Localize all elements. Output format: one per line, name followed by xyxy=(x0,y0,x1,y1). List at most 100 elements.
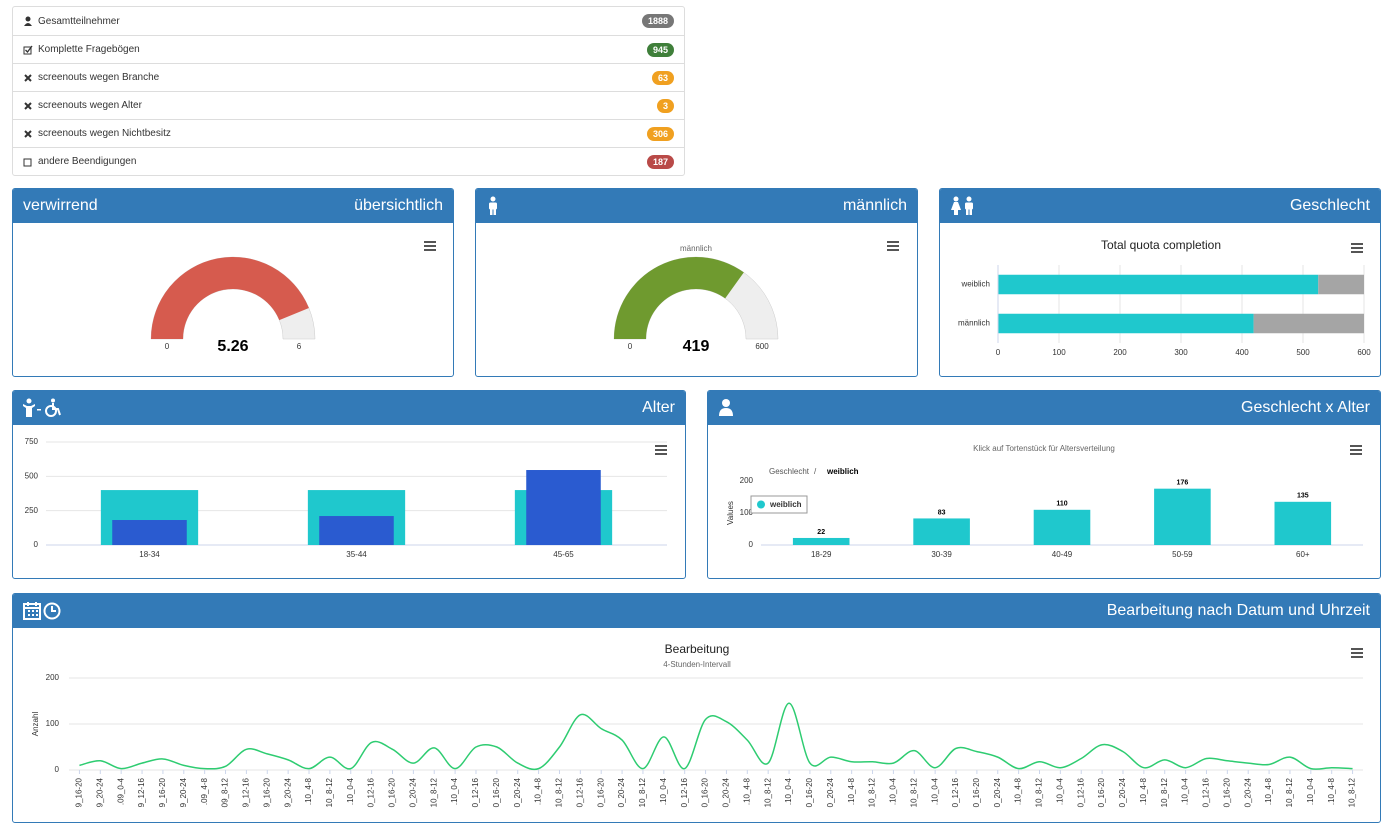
bar xyxy=(1274,501,1332,545)
menu-icon xyxy=(424,245,436,247)
bar xyxy=(913,518,970,545)
chart-title: Total quota completion xyxy=(1101,238,1221,252)
breadcrumb: Geschlecht xyxy=(769,467,810,476)
bar xyxy=(1033,509,1091,545)
x-tick-label: 10_8-12 xyxy=(868,777,877,807)
x-tick-label: .10_4-8 xyxy=(742,777,751,805)
stat-label: screenouts wegen Branche xyxy=(38,72,160,83)
menu-icon xyxy=(1350,453,1362,455)
menu-icon xyxy=(655,449,667,451)
menu-icon xyxy=(655,453,667,455)
x-tick-label: 0_16-20 xyxy=(596,777,605,807)
line xyxy=(79,702,1353,771)
x-tick-label: 200 xyxy=(1113,348,1127,357)
x-tick-label: 18-34 xyxy=(139,550,160,559)
x-tick-label: 9_12-16 xyxy=(242,777,251,807)
chart-subtitle: Klick auf Tortenstück für Altersverteilu… xyxy=(973,444,1115,453)
x-tick-label: .10_0-4 xyxy=(889,777,898,805)
gauge-title: männlich xyxy=(680,244,712,253)
data-label: 22 xyxy=(817,529,825,536)
header-icon xyxy=(719,399,733,416)
x-tick-label: 0_12-16 xyxy=(680,777,689,807)
menu-icon xyxy=(887,245,899,247)
menu-icon xyxy=(887,249,899,251)
menu-icon xyxy=(1351,656,1363,658)
gauge-tick-label: 0 xyxy=(628,342,633,351)
y-tick-label: 0 xyxy=(34,540,39,549)
x-tick-label: 0_12-16 xyxy=(951,777,960,807)
x-tick-label: .10_4-8 xyxy=(847,777,856,805)
y-tick-label: 750 xyxy=(25,437,39,446)
header-icon xyxy=(23,602,61,620)
x-tick-label: .10_0-4 xyxy=(659,777,668,805)
y-tick-label: 0 xyxy=(55,765,60,774)
x-tick-label: 10_8-12 xyxy=(1348,777,1357,807)
icon xyxy=(24,101,32,110)
bar xyxy=(526,470,601,545)
panel: Bearbeitung nach Datum und Uhrzeit Bearb… xyxy=(12,593,1381,823)
x-tick-label: 9_20-24 xyxy=(95,777,104,807)
x-tick-label: 18-29 xyxy=(811,550,832,559)
y-axis-label: Anzahl xyxy=(31,712,40,737)
data-label: 176 xyxy=(1177,480,1189,487)
header-title: männlich xyxy=(842,197,907,214)
x-tick-label: 0_20-24 xyxy=(1118,777,1127,807)
x-tick-label: .10_4-8 xyxy=(304,777,313,805)
data-label: 110 xyxy=(1056,501,1067,508)
panel-header: Alter xyxy=(13,391,685,425)
stat-badge: 63 xyxy=(651,70,674,85)
x-tick-label: .10_4-8 xyxy=(534,777,543,805)
x-tick-label: 0_12-16 xyxy=(1076,777,1085,807)
x-tick-label: 10_8-12 xyxy=(429,777,438,807)
x-tick-label: 0_16-20 xyxy=(492,777,501,807)
x-tick-label: .10_0-4 xyxy=(784,777,793,805)
bar xyxy=(1318,274,1364,295)
stat-row: screenouts wegen Alter 3 xyxy=(13,91,684,119)
x-tick-label: 600 xyxy=(1357,348,1371,357)
stat-row: screenouts wegen Nichtbesitz 306 xyxy=(13,119,684,147)
icon xyxy=(23,158,32,166)
x-tick-label: 9_12-16 xyxy=(137,777,146,807)
x-tick-label: 300 xyxy=(1174,348,1188,357)
x-tick-label: .10_0-4 xyxy=(1306,777,1315,805)
menu-icon xyxy=(655,445,667,447)
panel-header: Bearbeitung nach Datum und Uhrzeit xyxy=(13,594,1380,628)
x-tick-label: 0_12-16 xyxy=(471,777,480,807)
x-tick-label: 10_8-12 xyxy=(1285,777,1294,807)
gauge-value-label: 419 xyxy=(683,338,710,355)
y-tick-label: 250 xyxy=(25,506,39,515)
panel-header: männlich xyxy=(476,189,917,223)
x-tick-label: 09_8-12 xyxy=(221,777,230,807)
x-tick-label: 10_8-12 xyxy=(909,777,918,807)
chart: 419 0 600 männlich xyxy=(613,241,899,355)
x-tick-label: 0_16-20 xyxy=(972,777,981,807)
legend-box xyxy=(750,495,808,514)
stat-label: andere Beendigungen xyxy=(38,156,137,167)
menu-icon xyxy=(1351,648,1363,650)
x-tick-label: 35-44 xyxy=(346,550,367,559)
stat-badge: 1888 xyxy=(641,14,674,28)
icon xyxy=(23,45,33,54)
stat-label: Gesamtteilnehmer xyxy=(38,15,120,27)
x-tick-label: 9_20-24 xyxy=(283,777,292,807)
stat-badge: 3 xyxy=(656,98,674,113)
header-icon xyxy=(951,196,973,215)
x-tick-label: 10_8-12 xyxy=(325,777,334,807)
gauge-tick-label: 6 xyxy=(297,342,302,351)
menu-icon xyxy=(1351,243,1363,245)
x-tick-label: 0_20-24 xyxy=(722,777,731,807)
stat-row: Gesamtteilnehmer 1888 xyxy=(13,7,684,35)
x-tick-label: 30-39 xyxy=(931,550,952,559)
y-tick-label: 200 xyxy=(46,673,60,682)
bar xyxy=(792,537,850,545)
chart-title: Bearbeitung xyxy=(665,642,730,656)
gauge-value-label: 5.26 xyxy=(217,338,248,355)
x-tick-label: .10_0-4 xyxy=(450,777,459,805)
x-tick-label: 9_20-24 xyxy=(179,777,188,807)
x-tick-label: 0_12-16 xyxy=(1202,777,1211,807)
x-tick-label: 9_16-20 xyxy=(75,777,84,807)
panel-header: verwirrend übersichtlich xyxy=(13,189,453,223)
y-tick-label: 500 xyxy=(25,471,39,480)
x-tick-label: 10_8-12 xyxy=(1035,777,1044,807)
